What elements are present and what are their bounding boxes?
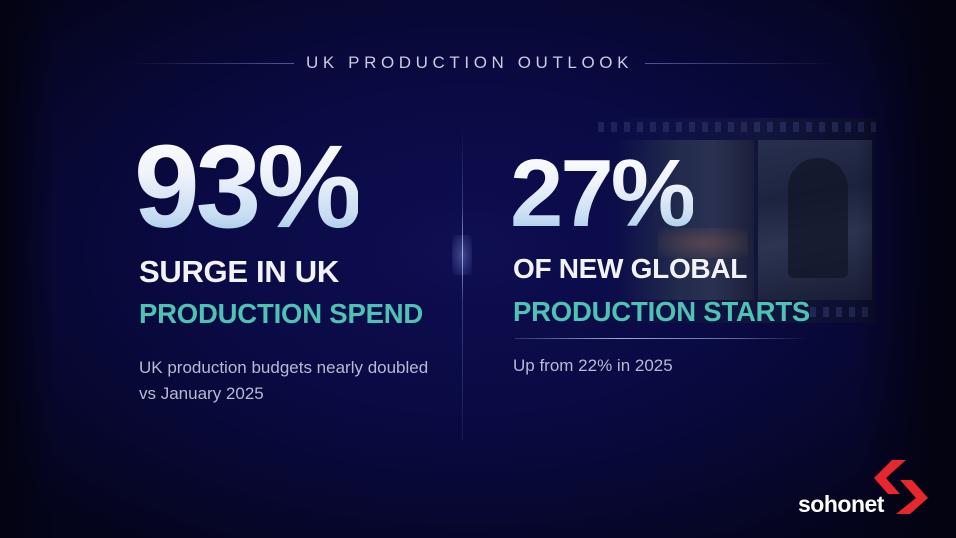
- stat-accent-rule: [515, 338, 810, 339]
- sohonet-logo: sohonet: [798, 458, 932, 520]
- film-strip-background-image: [598, 118, 876, 323]
- heading-rule-left: [128, 63, 294, 64]
- heading-rule-right: [645, 63, 835, 64]
- divider-glow: [452, 235, 472, 275]
- stat-description: UK production budgets nearly doubled vs …: [139, 355, 428, 407]
- stat-title-line1: SURGE IN UK: [139, 254, 339, 289]
- sohonet-chevron-logo-icon: [874, 460, 928, 514]
- film-frame-1: [618, 140, 754, 300]
- stat-title-line2: PRODUCTION SPEND: [139, 298, 424, 329]
- film-sprockets-top: [598, 122, 876, 132]
- stat-title-line2: PRODUCTION STARTS: [513, 296, 811, 327]
- right-vignette: [856, 0, 956, 538]
- slide-heading: UK PRODUCTION OUTLOOK: [306, 53, 634, 72]
- stat-value: 27%: [510, 140, 696, 247]
- film-sprockets-bottom: [810, 307, 872, 317]
- film-frame-light: [658, 228, 748, 258]
- stat-title-line1: OF NEW GLOBAL: [513, 253, 748, 284]
- film-frame-silhouette: [788, 158, 848, 278]
- logo-wordmark: sohonet: [798, 491, 884, 517]
- stat-description-line2: vs January 2025: [139, 384, 264, 403]
- heading-row: UK PRODUCTION OUTLOOK: [0, 52, 956, 74]
- stat-value: 93%: [134, 121, 362, 253]
- stat-description: Up from 22% in 2025: [513, 356, 673, 375]
- stat-description-line1: UK production budgets nearly doubled: [139, 358, 429, 377]
- column-divider: [462, 128, 463, 440]
- left-vignette: [0, 0, 56, 538]
